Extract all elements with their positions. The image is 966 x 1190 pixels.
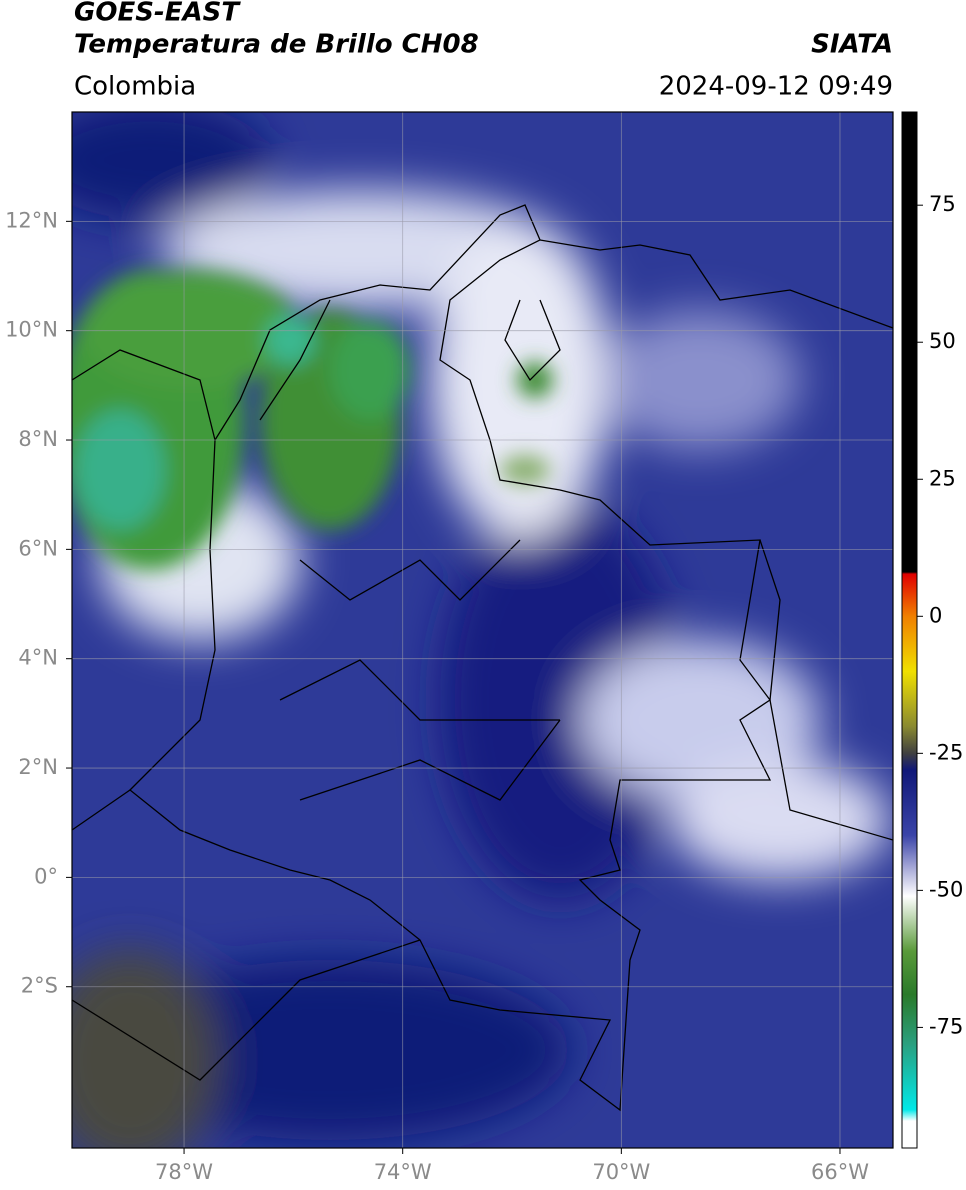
lon-tick-label: 74°W	[374, 1160, 432, 1184]
colorbar-tick-label: -75	[929, 1014, 963, 1038]
colorbar-tick-label: 0	[929, 603, 942, 627]
borders	[72, 204, 893, 1112]
lon-tick-label: 70°W	[592, 1160, 650, 1184]
map-frame	[71, 111, 894, 1149]
lat-tick-label: 4°N	[18, 646, 58, 670]
lat-tick-label: 12°N	[5, 208, 58, 232]
datetime: 2024-09-12 09:49	[659, 72, 893, 102]
region: Colombia	[74, 72, 196, 102]
lat-tick-label: 0°	[34, 864, 58, 888]
lat-tick-label: 2°S	[21, 974, 58, 998]
colorbar-tick-label: 75	[929, 192, 956, 216]
colorbar-tick-label: 50	[929, 329, 956, 353]
lat-tick-label: 6°N	[18, 536, 58, 560]
source: GOES-EAST	[74, 0, 241, 28]
colorbar-tick-label: -25	[929, 740, 963, 764]
lon-tick-label: 66°W	[811, 1160, 869, 1184]
colorbar-tick-label: -50	[929, 877, 963, 901]
lon-tick-label: 78°W	[155, 1160, 213, 1184]
satellite-image	[72, 112, 893, 1148]
title: Temperatura de Brillo CH08	[74, 30, 479, 60]
lat-tick-label: 2°N	[18, 755, 58, 779]
organization: SIATA	[811, 30, 893, 60]
lat-tick-label: 10°N	[5, 318, 58, 342]
colorbar-tick-label: 25	[929, 466, 956, 490]
colorbar	[901, 111, 918, 1149]
graticule	[72, 112, 893, 1148]
lat-tick-label: 8°N	[18, 427, 58, 451]
